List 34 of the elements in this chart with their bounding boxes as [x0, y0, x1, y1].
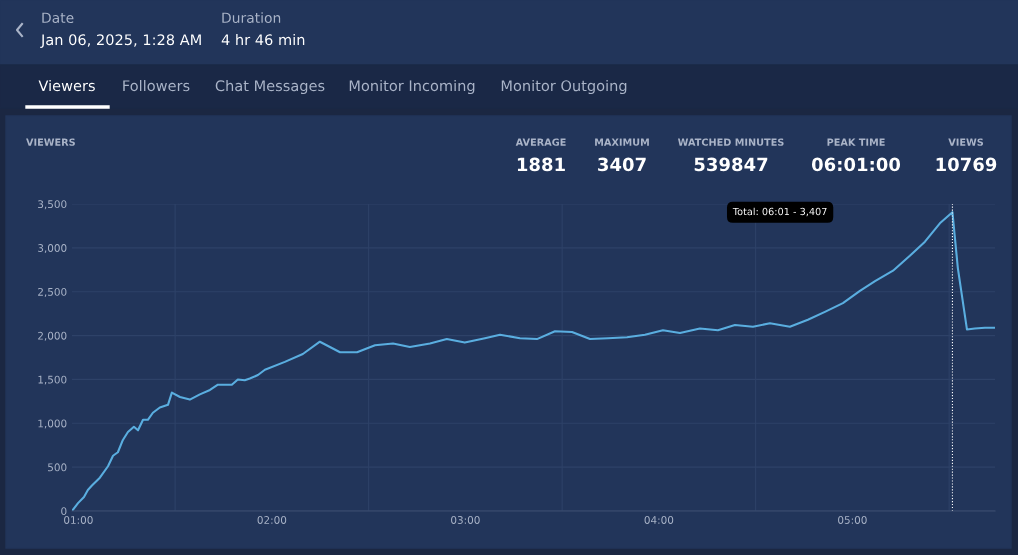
text: 06:01:00	[811, 157, 901, 172]
text: PEAK TIME	[827, 138, 885, 146]
text: Monitor Outgoing	[501, 79, 627, 95]
y-tick-label: 3,000	[38, 244, 67, 254]
ref-line-label: Total: 06:01 - 3,407	[732, 207, 827, 217]
text: Jan 06, 2025, 1:28 AM	[40, 34, 201, 48]
y-tick-label: 1,500	[38, 375, 67, 385]
x-tick-label: 04:00	[644, 516, 674, 524]
text: 539847	[694, 157, 768, 172]
text: AVERAGE	[515, 138, 566, 146]
text: 4 hr 46 min	[221, 33, 305, 46]
text: Chat Messages	[215, 79, 325, 95]
text: Viewers	[38, 79, 95, 92]
y-tick-label: 2,000	[38, 331, 67, 341]
x-tick-label: 05:00	[838, 516, 867, 524]
chart-title: VIEWERS	[26, 138, 75, 146]
y-tick-label: 3,500	[38, 200, 67, 210]
text: VIEWS	[948, 138, 984, 146]
text: WATCHED MINUTES	[677, 138, 784, 146]
text: Date	[42, 12, 74, 24]
y-tick-label: 2,500	[38, 287, 67, 297]
x-tick-label: 02:00	[257, 516, 287, 524]
text: Duration	[222, 12, 281, 24]
text: 1881	[517, 157, 565, 172]
text: 10769	[936, 157, 997, 172]
x-tick-label: 01:00	[64, 516, 93, 524]
y-tick-label: 1,000	[38, 419, 67, 429]
text: Followers	[123, 79, 190, 92]
text: 3407	[598, 157, 646, 172]
text: MAXIMUM	[595, 138, 649, 146]
x-tick-label: 03:00	[451, 516, 480, 524]
y-tick-label: 0	[61, 507, 67, 516]
y-tick-label: 500	[48, 463, 67, 472]
text: Monitor Incoming	[349, 79, 475, 95]
